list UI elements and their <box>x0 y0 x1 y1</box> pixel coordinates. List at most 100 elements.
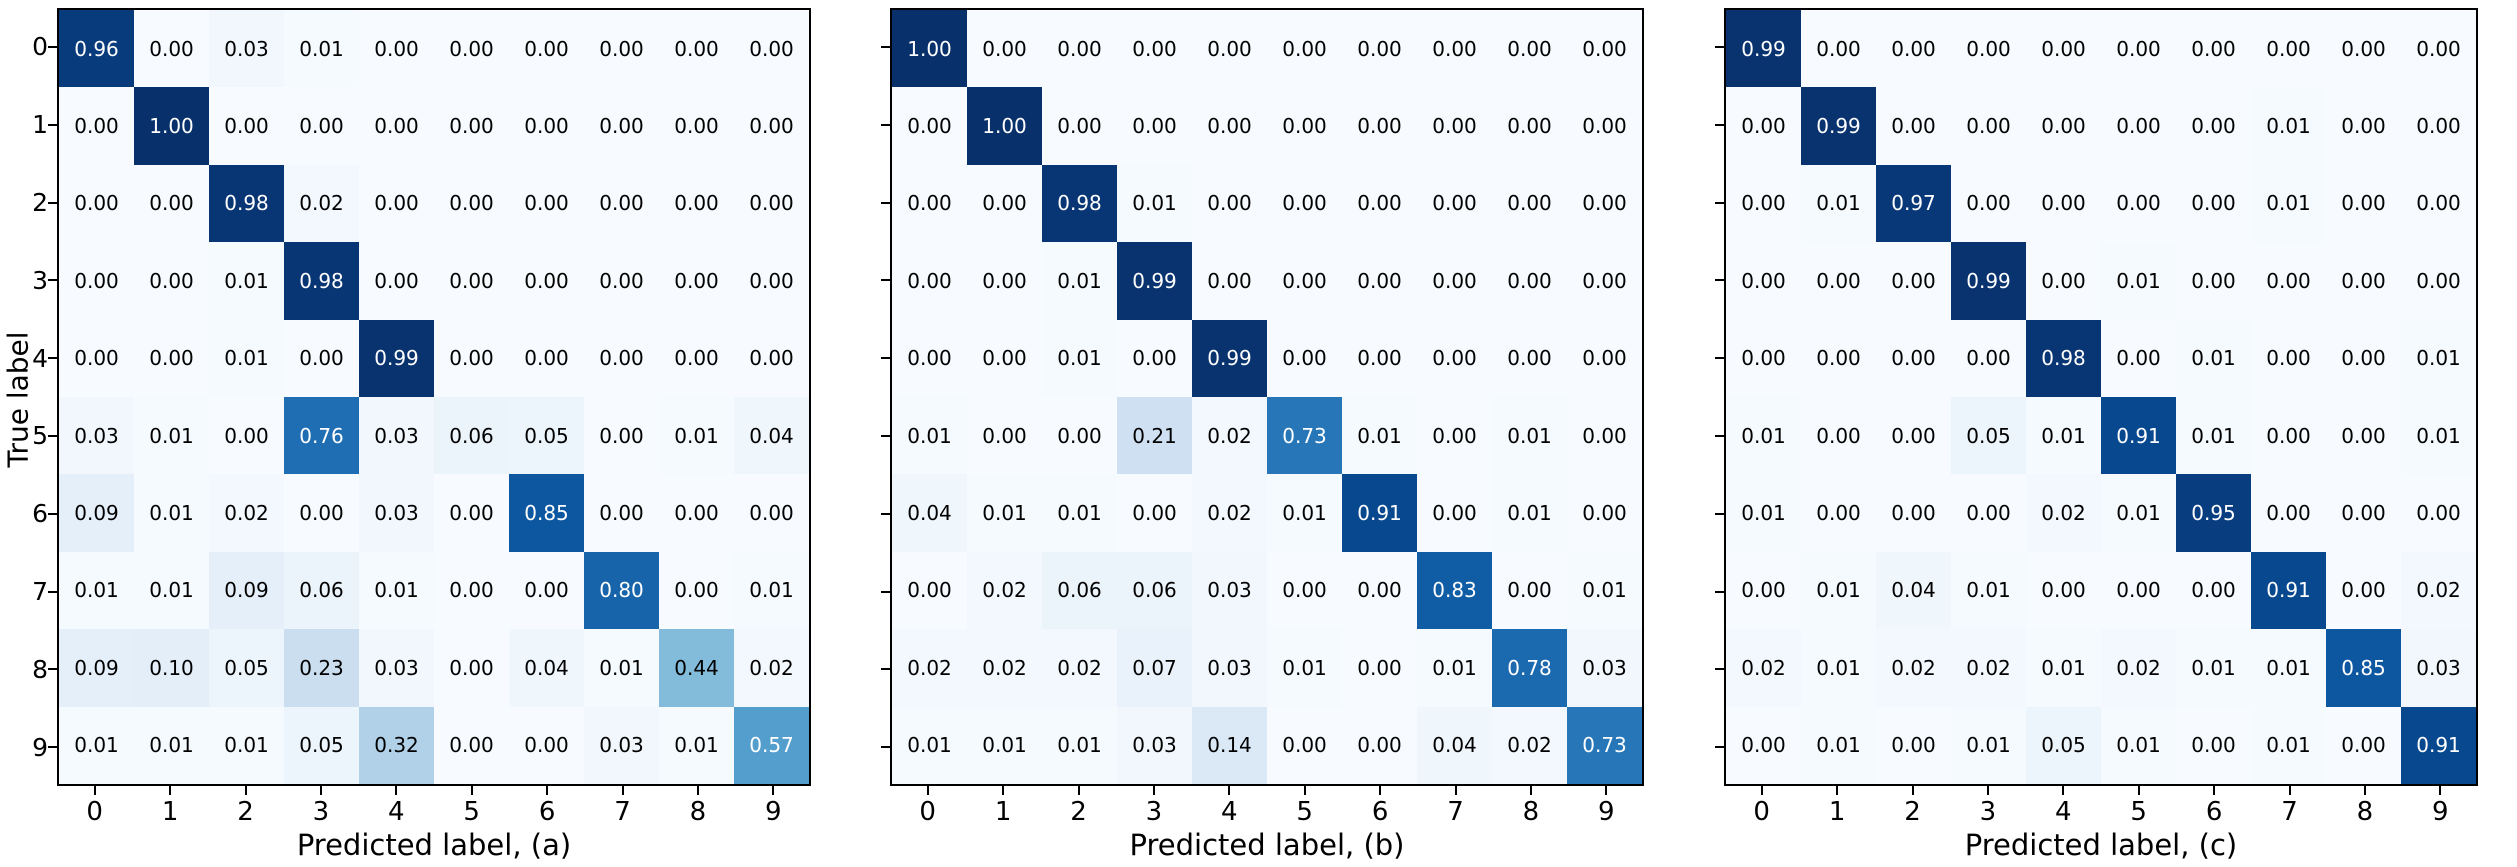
matrix-cell: 0.00 <box>2326 319 2401 397</box>
matrix-cell: 0.03 <box>59 397 134 475</box>
matrix-cell: 0.01 <box>967 706 1042 784</box>
matrix-cell: 0.01 <box>2101 242 2176 320</box>
matrix-cell: 0.01 <box>1951 706 2026 784</box>
x-tick-mark <box>2062 786 2065 795</box>
matrix-cell: 0.01 <box>209 706 284 784</box>
matrix-cell: 0.00 <box>1192 10 1267 88</box>
x-tick-mark <box>1152 786 1155 795</box>
matrix-cell: 0.00 <box>1417 474 1492 552</box>
matrix-cell: 0.00 <box>2101 164 2176 243</box>
x-axis-label: Predicted label, (b) <box>1129 828 1405 862</box>
matrix-cell: 0.00 <box>1951 10 2026 88</box>
matrix-cell: 0.02 <box>2026 474 2101 552</box>
matrix-cell: 0.01 <box>59 706 134 784</box>
matrix-cell: 0.02 <box>2401 551 2476 630</box>
matrix-cell: 0.00 <box>1117 10 1192 88</box>
matrix-cell: 0.00 <box>359 10 434 88</box>
matrix-cell: 0.00 <box>59 87 134 165</box>
matrix-cell: 0.00 <box>1801 397 1876 475</box>
matrix-cell: 0.85 <box>2326 629 2401 707</box>
y-tick-mark <box>881 279 890 282</box>
y-tick-mark <box>881 512 890 515</box>
matrix-cell: 0.00 <box>1042 10 1117 88</box>
y-tick-mark <box>881 668 890 671</box>
matrix-cell: 0.00 <box>1342 87 1417 165</box>
matrix-cell: 0.01 <box>584 629 659 707</box>
matrix-cell: 0.00 <box>1042 397 1117 475</box>
matrix-cell: 0.00 <box>1492 319 1567 397</box>
y-tick-mark <box>1715 668 1724 671</box>
x-tick-mark <box>2288 786 2291 795</box>
matrix-cell: 0.00 <box>2251 397 2326 475</box>
x-tick-label: 3 <box>1145 797 1163 827</box>
matrix-cell: 0.02 <box>2101 629 2176 707</box>
matrix-cell: 0.04 <box>509 629 584 707</box>
matrix-cell: 0.01 <box>1042 706 1117 784</box>
matrix-cell: 0.00 <box>584 242 659 320</box>
matrix-cell: 0.00 <box>209 397 284 475</box>
matrix-cell: 0.01 <box>1267 629 1342 707</box>
matrix-cell: 0.03 <box>1192 629 1267 707</box>
matrix-cell: 0.00 <box>2026 242 2101 320</box>
x-tick-mark <box>1077 786 1080 795</box>
matrix-cell: 0.78 <box>1492 629 1567 707</box>
y-tick-mark <box>1715 357 1724 360</box>
matrix-cell: 0.00 <box>2326 164 2401 243</box>
matrix-cell: 0.00 <box>584 10 659 88</box>
matrix-cell: 0.04 <box>1417 706 1492 784</box>
y-tick-mark <box>48 357 57 360</box>
matrix-cell: 0.03 <box>1567 629 1642 707</box>
matrix-cell: 0.01 <box>734 551 809 630</box>
matrix-cell: 0.01 <box>1726 397 1801 475</box>
matrix-cell: 0.00 <box>659 87 734 165</box>
matrix-cell: 0.00 <box>1726 87 1801 165</box>
x-tick-label: 8 <box>1522 797 1540 827</box>
y-tick-mark <box>1715 123 1724 126</box>
matrix-cell: 0.00 <box>2101 87 2176 165</box>
matrix-cell: 0.00 <box>434 319 509 397</box>
y-tick-mark <box>881 123 890 126</box>
matrix-cell: 0.00 <box>734 242 809 320</box>
matrix-cell: 0.03 <box>359 397 434 475</box>
matrix-cell: 0.99 <box>1117 242 1192 320</box>
matrix-cell: 0.04 <box>892 474 967 552</box>
matrix-cell: 0.00 <box>2176 706 2251 784</box>
matrix-cell: 0.00 <box>509 551 584 630</box>
matrix-cell: 0.01 <box>2101 706 2176 784</box>
matrix-cell: 0.00 <box>1567 474 1642 552</box>
x-tick-label: 6 <box>2205 797 2223 827</box>
matrix-cell: 0.00 <box>1117 319 1192 397</box>
matrix-cell: 0.06 <box>284 551 359 630</box>
x-tick-mark <box>1986 786 1989 795</box>
y-tick-mark <box>881 45 890 48</box>
matrix-cell: 0.00 <box>1726 551 1801 630</box>
x-tick-mark <box>1605 786 1608 795</box>
matrix-cell: 0.05 <box>1951 397 2026 475</box>
x-tick-label: 0 <box>919 797 936 827</box>
matrix-cell: 0.00 <box>1876 397 1951 475</box>
confusion-matrix-panel-c: 0.99 0.00 0.00 0.00 0.00 0.00 0.00 0.00 0.00 0.00… <box>1715 0 2478 867</box>
matrix-cell: 0.01 <box>659 706 734 784</box>
matrix-cell: 0.00 <box>2401 10 2476 88</box>
y-tick-mark <box>881 434 890 437</box>
x-axis-label: Predicted label, (c) <box>1964 828 2238 862</box>
matrix-cell: 0.00 <box>284 474 359 552</box>
matrix-cell: 0.01 <box>1801 629 1876 707</box>
matrix-cell: 0.00 <box>1117 474 1192 552</box>
matrix-cell: 0.01 <box>1117 164 1192 243</box>
matrix-cell: 0.00 <box>1876 706 1951 784</box>
matrix-cell: 0.00 <box>892 551 967 630</box>
matrix-cell: 0.00 <box>59 164 134 243</box>
y-tick-label: 3 <box>32 265 48 295</box>
matrix-cell: 0.02 <box>967 629 1042 707</box>
matrix-cell: 0.00 <box>1417 397 1492 475</box>
matrix-cell: 0.91 <box>2401 706 2476 784</box>
matrix-cell: 0.00 <box>2176 10 2251 88</box>
matrix-cell: 0.00 <box>1801 319 1876 397</box>
matrix-cell: 0.03 <box>359 629 434 707</box>
matrix-cell: 0.00 <box>1876 87 1951 165</box>
matrix-cell: 0.03 <box>584 706 659 784</box>
x-tick-mark <box>1303 786 1306 795</box>
matrix-cell: 0.00 <box>359 242 434 320</box>
